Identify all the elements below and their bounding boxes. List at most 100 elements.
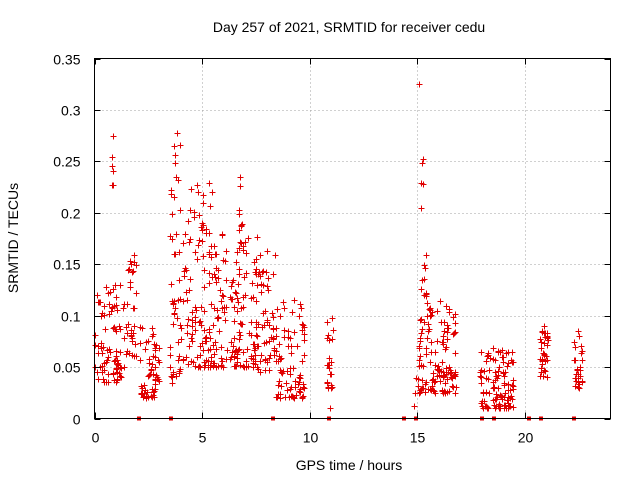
data-point — [505, 360, 512, 367]
data-point — [195, 364, 202, 371]
data-point — [278, 383, 285, 390]
data-point — [449, 375, 456, 382]
data-point — [176, 249, 183, 256]
data-point — [292, 384, 299, 391]
data-point — [296, 313, 303, 320]
data-point — [490, 379, 497, 386]
data-point — [203, 226, 210, 233]
data-point — [244, 346, 251, 353]
data-point — [297, 372, 304, 379]
data-point — [117, 282, 124, 289]
axis-ticks — [94, 58, 611, 420]
data-point — [215, 363, 222, 370]
data-point — [578, 350, 585, 357]
data-point — [198, 322, 205, 329]
data-point — [418, 316, 425, 323]
data-point — [199, 227, 206, 234]
data-point — [206, 270, 213, 277]
data-point — [428, 339, 435, 346]
data-point — [571, 339, 578, 346]
data-point — [483, 375, 490, 382]
data-point — [175, 177, 182, 184]
data-point — [413, 375, 420, 382]
data-point — [496, 401, 503, 408]
data-point — [327, 405, 334, 412]
data-point — [201, 327, 208, 334]
data-point — [223, 248, 230, 255]
data-point — [573, 378, 580, 385]
data-point — [264, 248, 271, 255]
data-point — [324, 319, 331, 326]
data-point — [211, 351, 218, 358]
data-point — [281, 327, 288, 334]
data-point — [205, 358, 212, 365]
data-point — [248, 353, 255, 360]
data-point — [109, 163, 116, 170]
data-point — [483, 358, 490, 365]
data-point — [443, 365, 450, 372]
data-point — [285, 328, 292, 335]
data-point — [211, 360, 218, 367]
data-point — [419, 377, 426, 384]
data-point — [537, 336, 544, 343]
data-point — [211, 243, 218, 250]
data-point — [114, 361, 121, 368]
data-point — [571, 357, 578, 364]
data-point — [174, 130, 181, 137]
data-point — [423, 252, 430, 259]
data-point — [444, 376, 451, 383]
data-point — [281, 305, 288, 312]
data-point — [276, 378, 283, 385]
data-point — [113, 379, 120, 386]
data-point — [228, 296, 235, 303]
data-point — [114, 307, 121, 314]
data-point — [214, 307, 221, 314]
data-point — [432, 362, 439, 369]
data-point — [111, 303, 118, 310]
data-point — [486, 367, 493, 374]
data-point — [420, 363, 427, 370]
data-point — [273, 333, 280, 340]
data-point — [446, 306, 453, 313]
data-point — [131, 252, 138, 259]
data-point — [264, 317, 271, 324]
data-point — [170, 301, 177, 308]
data-point — [191, 209, 198, 216]
data-point — [106, 346, 113, 353]
data-point — [442, 346, 449, 353]
data-point — [236, 336, 243, 343]
data-point — [501, 382, 508, 389]
data-point — [275, 382, 282, 389]
data-point — [440, 333, 447, 340]
data-point — [218, 355, 225, 362]
data-point — [103, 359, 110, 366]
data-point — [453, 384, 460, 391]
data-point — [426, 306, 433, 313]
data-point — [492, 357, 499, 364]
data-point — [183, 354, 190, 361]
data-point — [110, 182, 117, 189]
data-point — [237, 174, 244, 181]
data-point — [171, 194, 178, 201]
data-point — [480, 390, 487, 397]
data-point — [200, 253, 207, 260]
data-point — [441, 319, 448, 326]
data-point — [576, 381, 583, 388]
data-point — [250, 294, 257, 301]
data-point — [509, 382, 516, 389]
data-point — [240, 349, 247, 356]
data-point — [330, 327, 337, 334]
data-point — [443, 371, 450, 378]
y-tick-label: 0.2 — [61, 206, 81, 222]
data-point — [219, 358, 226, 365]
data-point — [431, 379, 438, 386]
data-point — [111, 358, 118, 365]
x-tick-label: 10 — [303, 430, 319, 446]
data-point — [243, 270, 250, 277]
data-point — [500, 354, 507, 361]
data-point — [299, 321, 306, 328]
data-point — [172, 251, 179, 258]
data-point — [416, 390, 423, 397]
data-point — [212, 274, 219, 281]
data-point — [138, 390, 145, 397]
